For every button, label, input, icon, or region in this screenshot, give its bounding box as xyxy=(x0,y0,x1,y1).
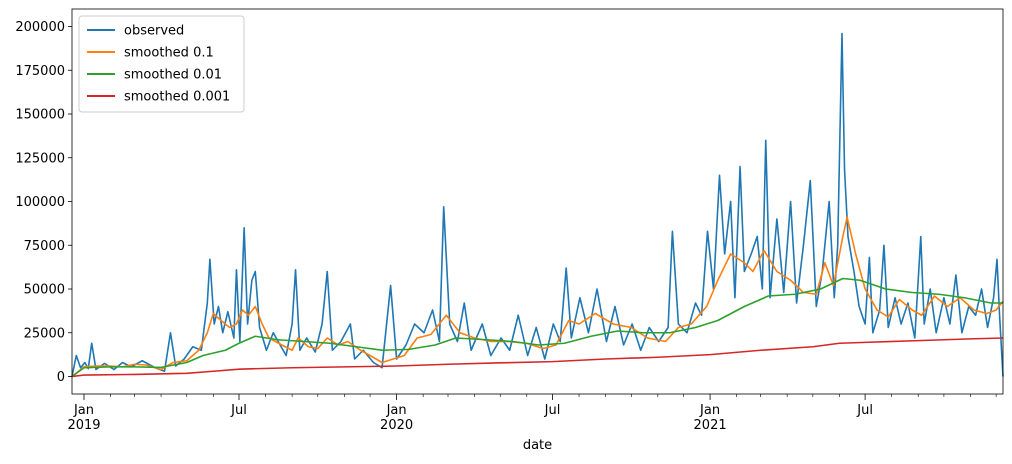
x-tick-year-label: 2021 xyxy=(694,418,727,433)
series-layer xyxy=(71,32,1004,378)
legend: observed smoothed 0.1 smoothed 0.01 smoothe… xyxy=(78,15,245,113)
y-tick-label: 200000 xyxy=(15,20,65,35)
y-tick-label: 150000 xyxy=(15,108,65,123)
x-tick-year-label: 2019 xyxy=(67,418,100,433)
x-tick-label: Jan xyxy=(699,403,720,418)
x-tick-label: Jan xyxy=(386,403,407,418)
x-tick-year-label: 2020 xyxy=(380,418,413,433)
legend-label: observed xyxy=(124,24,184,39)
legend-box xyxy=(78,15,245,113)
y-tick-label: 175000 xyxy=(15,64,65,79)
y-tick-label: 25000 xyxy=(24,326,65,341)
y-axis: 0 25000 50000 75000 100000 125000 150000 175000… xyxy=(15,20,72,385)
y-tick-label: 75000 xyxy=(24,239,65,254)
series-line-0 xyxy=(71,32,1004,377)
y-tick-label: 100000 xyxy=(15,195,65,210)
x-tick-label: Jul xyxy=(230,403,247,418)
x-tick-label: Jul xyxy=(856,403,873,418)
x-tick-label: Jul xyxy=(544,403,561,418)
x-axis-label: date xyxy=(523,438,552,453)
y-tick-label: 125000 xyxy=(15,151,65,166)
legend-label: smoothed 0.1 xyxy=(124,46,214,61)
y-tick-label: 50000 xyxy=(24,283,65,298)
series-line-2 xyxy=(71,277,1003,378)
legend-label: smoothed 0.01 xyxy=(124,68,222,83)
x-tick-label: Jan xyxy=(73,403,94,418)
y-tick-label: 0 xyxy=(57,370,65,385)
series-line-3 xyxy=(71,337,1004,378)
legend-label: smoothed 0.001 xyxy=(124,90,230,105)
